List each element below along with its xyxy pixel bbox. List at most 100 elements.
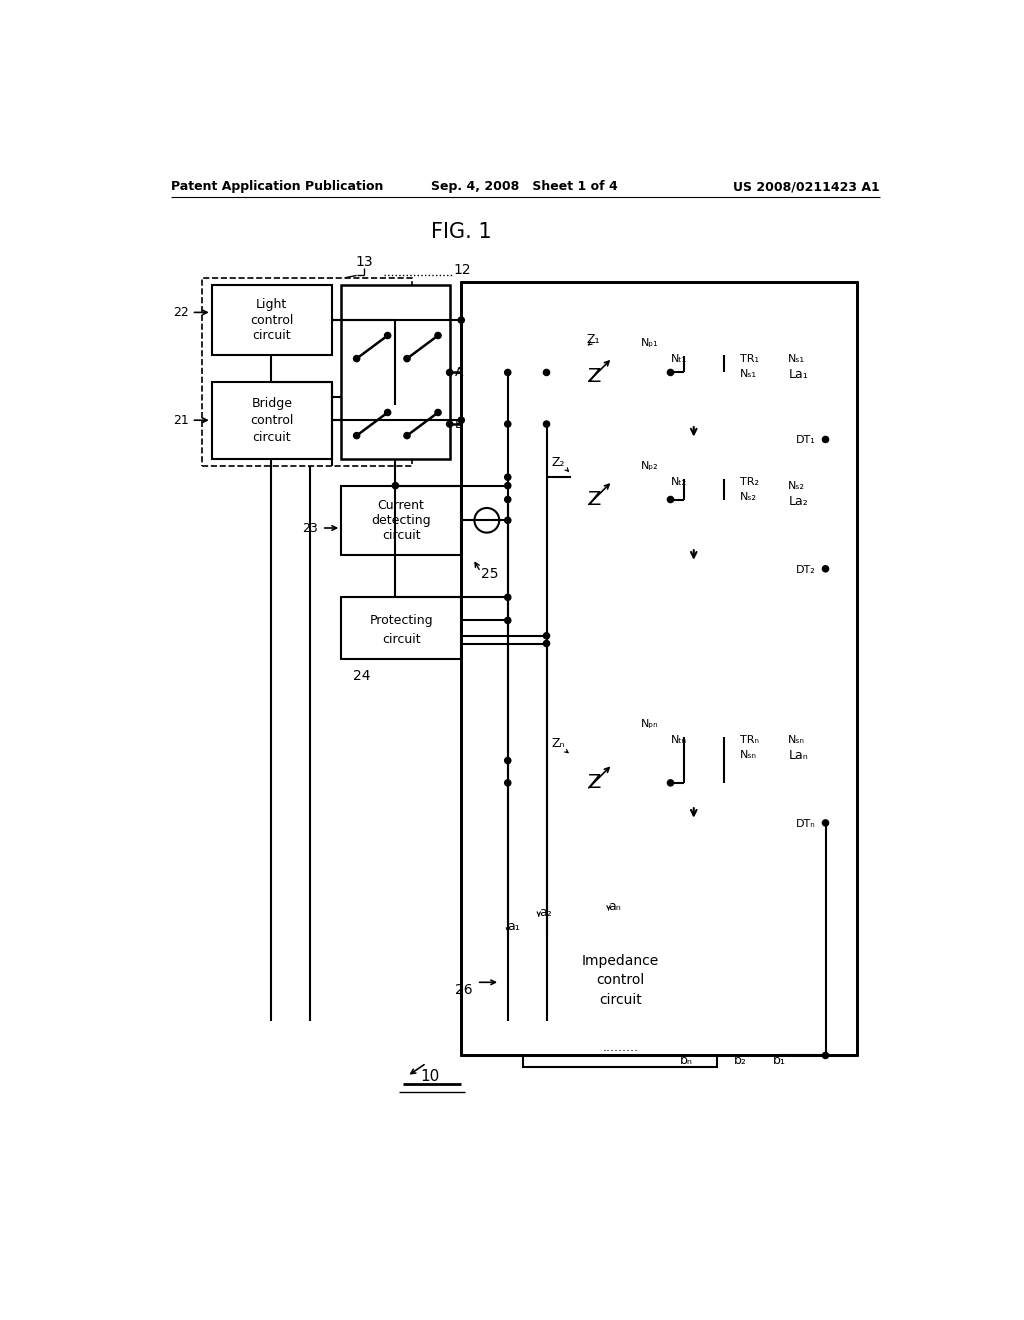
Circle shape — [505, 517, 511, 524]
Text: 26: 26 — [456, 983, 473, 997]
Text: TR₁: TR₁ — [740, 354, 759, 363]
Bar — [212, 381, 332, 459]
Bar — [671, 478, 740, 558]
Circle shape — [668, 496, 674, 503]
Circle shape — [822, 1052, 828, 1059]
Circle shape — [446, 421, 453, 428]
Text: detecting: detecting — [372, 513, 431, 527]
Bar — [764, 355, 780, 416]
Circle shape — [505, 496, 511, 503]
Text: circuit: circuit — [382, 529, 421, 543]
Text: Nₛ₂: Nₛ₂ — [740, 492, 758, 502]
Circle shape — [392, 483, 398, 488]
Text: Laₙ: Laₙ — [788, 748, 808, 762]
Text: Sep. 4, 2008   Sheet 1 of 4: Sep. 4, 2008 Sheet 1 of 4 — [431, 181, 618, 194]
Text: Nₛ₁: Nₛ₁ — [788, 354, 805, 363]
Circle shape — [435, 333, 441, 339]
Text: circuit: circuit — [253, 329, 291, 342]
Text: Zₙ: Zₙ — [551, 737, 565, 750]
Circle shape — [668, 780, 674, 785]
Circle shape — [353, 355, 359, 362]
Text: Nₚ₁: Nₚ₁ — [641, 338, 658, 348]
Text: US 2008/0211423 A1: US 2008/0211423 A1 — [733, 181, 880, 194]
Bar — [755, 557, 790, 581]
Bar — [755, 428, 790, 451]
Text: TR₂: TR₂ — [740, 477, 759, 487]
Text: DTₙ: DTₙ — [796, 818, 816, 829]
Text: Nₚₙ: Nₚₙ — [641, 719, 658, 730]
Circle shape — [505, 370, 511, 376]
Bar — [671, 355, 740, 436]
Text: Nₜ₁: Nₜ₁ — [671, 354, 687, 363]
Text: La₂: La₂ — [788, 495, 808, 508]
Text: 12: 12 — [454, 263, 471, 277]
Text: 13: 13 — [355, 255, 373, 269]
Bar — [212, 285, 332, 355]
Circle shape — [505, 758, 511, 763]
Bar — [571, 478, 616, 521]
Circle shape — [458, 417, 464, 424]
Text: Nₛₙ: Nₛₙ — [788, 735, 805, 744]
Bar — [755, 812, 790, 834]
Text: bₙ: bₙ — [680, 1055, 692, 1068]
Text: Protecting: Protecting — [370, 614, 433, 627]
Text: Z: Z — [587, 367, 600, 385]
Circle shape — [544, 421, 550, 428]
Circle shape — [403, 433, 410, 438]
Text: FIG. 1: FIG. 1 — [431, 222, 492, 242]
Text: Nₜ₂: Nₜ₂ — [671, 477, 687, 487]
Text: Z₁: Z₁ — [587, 333, 600, 346]
Text: B: B — [455, 417, 464, 430]
Text: circuit: circuit — [599, 993, 641, 1007]
Text: Nₜₙ: Nₜₙ — [671, 735, 687, 744]
Bar — [461, 281, 856, 1056]
Circle shape — [544, 370, 550, 376]
Text: 10: 10 — [421, 1069, 440, 1084]
Text: A: A — [455, 366, 464, 379]
Text: b₁: b₁ — [772, 1055, 785, 1068]
Circle shape — [505, 780, 511, 785]
Circle shape — [446, 370, 453, 376]
Text: 22: 22 — [173, 306, 188, 319]
Text: b₂: b₂ — [734, 1055, 746, 1068]
Text: Patent Application Publication: Patent Application Publication — [171, 181, 383, 194]
Circle shape — [505, 618, 511, 623]
Circle shape — [822, 566, 828, 572]
Text: control: control — [250, 413, 294, 426]
Text: La₁: La₁ — [788, 367, 808, 380]
Text: Nₛₙ: Nₛₙ — [740, 750, 758, 760]
Circle shape — [385, 409, 391, 416]
Circle shape — [668, 370, 674, 376]
Bar — [671, 733, 740, 817]
Bar — [341, 486, 461, 554]
Circle shape — [505, 421, 511, 428]
Circle shape — [544, 632, 550, 639]
Circle shape — [822, 437, 828, 442]
Text: circuit: circuit — [253, 430, 291, 444]
Bar — [571, 354, 616, 399]
Text: 23: 23 — [302, 521, 317, 535]
Circle shape — [353, 433, 359, 438]
Circle shape — [403, 355, 410, 362]
Text: control: control — [250, 314, 294, 326]
Text: Z: Z — [587, 490, 600, 510]
Text: TRₙ: TRₙ — [740, 735, 759, 744]
Circle shape — [435, 409, 441, 416]
Text: 24: 24 — [352, 669, 371, 682]
Text: DT₁: DT₁ — [796, 436, 816, 445]
Circle shape — [385, 333, 391, 339]
Text: Impedance: Impedance — [582, 954, 658, 968]
Text: a₁: a₁ — [508, 920, 520, 933]
Text: Nₚ₂: Nₚ₂ — [641, 462, 658, 471]
Text: aₙ: aₙ — [608, 900, 622, 913]
Bar — [764, 482, 780, 544]
Text: a₂: a₂ — [539, 907, 552, 920]
Bar — [341, 597, 461, 659]
Text: Nₛ₂: Nₛ₂ — [788, 480, 805, 491]
Text: Light: Light — [256, 298, 288, 312]
Text: 21: 21 — [173, 413, 188, 426]
Text: circuit: circuit — [382, 632, 421, 645]
Circle shape — [822, 820, 828, 826]
Circle shape — [505, 594, 511, 601]
Text: Nₛ₁: Nₛ₁ — [740, 370, 758, 379]
